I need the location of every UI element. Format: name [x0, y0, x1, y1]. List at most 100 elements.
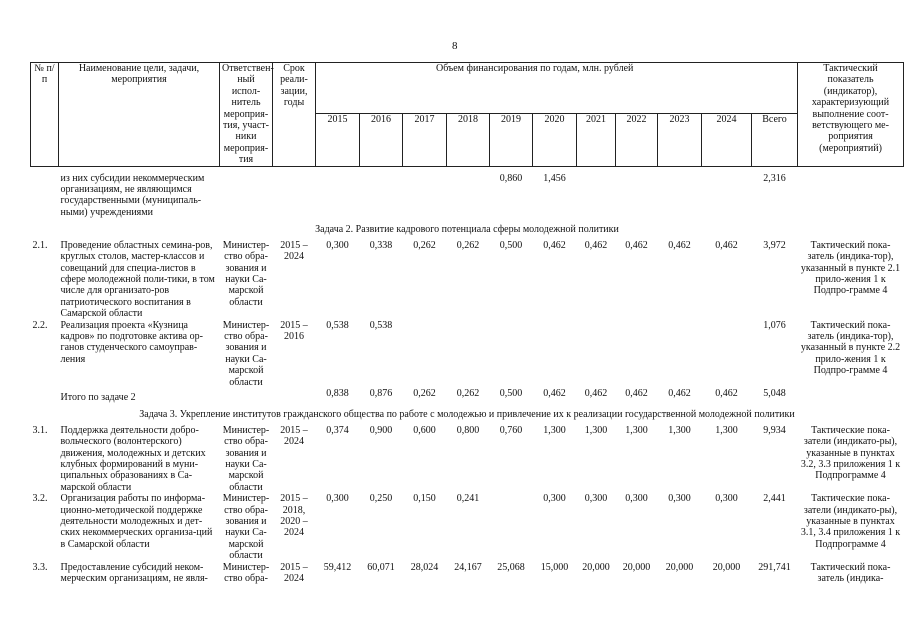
row-value: 0,500	[499, 239, 523, 251]
row-responsible	[220, 388, 273, 403]
table-row: из них субсидии некоммерческим организац…	[31, 166, 904, 218]
row-value: 20,000	[582, 561, 610, 573]
row-value: 0,300	[625, 493, 648, 505]
row-value: 20,000	[622, 561, 651, 573]
row-value	[616, 166, 658, 218]
row-value: 0,900	[369, 424, 393, 436]
row-number: 3.3.	[32, 561, 48, 573]
header-indicator: Тактический показатель (индикатор), хара…	[797, 62, 905, 167]
row-total: 5,048	[763, 387, 786, 399]
row-value: 0,860	[499, 172, 523, 184]
row-indicator	[798, 388, 904, 403]
row-value	[658, 166, 702, 218]
row-name: Проведение областных семина-ров, круглых…	[60, 239, 215, 320]
row-value: 60,071	[367, 561, 395, 573]
row-value: 0,462	[715, 239, 738, 251]
table-row: 2.1. Проведение областных семина-ров, кру…	[31, 240, 904, 320]
row-term	[273, 166, 316, 218]
row-indicator	[798, 166, 904, 218]
row-term	[273, 388, 316, 403]
header-year: 2021	[576, 113, 616, 167]
table-row: 3.2. Организация работы по информа-ционно…	[31, 493, 904, 561]
row-term: 2015 – 2024	[280, 561, 308, 585]
row-value: 0,462	[584, 239, 608, 251]
row-value: 0,838	[326, 387, 349, 399]
row-indicator: Тактический пока-затель (индика-тор), ук…	[800, 239, 901, 297]
row-value	[616, 320, 658, 388]
row-total: 2,316	[763, 172, 786, 184]
row-number	[31, 388, 59, 403]
row-value: 0,338	[369, 239, 393, 251]
row-number: 2.1.	[32, 239, 48, 251]
row-value	[403, 320, 447, 388]
table-body: из них субсидии некоммерческим организац…	[31, 166, 904, 584]
row-value: 0,262	[413, 387, 436, 399]
row-term: 2015 – 2016	[280, 319, 308, 342]
row-responsible	[220, 166, 273, 218]
row-name: из них субсидии некоммерческим организац…	[60, 172, 205, 218]
row-value	[490, 493, 533, 561]
row-name: Организация работы по информа-ционно-мет…	[60, 493, 213, 550]
row-responsible: Министер-ство обра-зования и науки Са-ма…	[222, 239, 270, 308]
row-value: 0,300	[543, 493, 566, 505]
row-indicator: Тактический пока-затель (индика-	[810, 561, 891, 585]
row-total: 291,741	[758, 561, 791, 573]
row-value: 1,300	[543, 424, 566, 436]
row-value: 0,462	[668, 239, 691, 251]
row-value	[577, 166, 616, 218]
row-value	[702, 320, 752, 388]
row-total: 9,934	[763, 424, 786, 436]
row-indicator: Тактические пока-затели (индикато-ры), у…	[800, 493, 901, 550]
row-value: 0,262	[456, 387, 480, 399]
header-year: Всего	[750, 113, 799, 167]
row-value: 0,538	[369, 319, 393, 331]
row-number: 2.2.	[32, 319, 48, 331]
row-value	[658, 320, 702, 388]
row-value: 1,456	[543, 172, 566, 184]
row-value: 0,462	[668, 387, 691, 399]
row-value: 0,600	[413, 424, 436, 436]
row-value: 0,300	[584, 493, 608, 505]
row-value: 25,068	[497, 561, 525, 573]
header-year: 2018	[446, 113, 490, 167]
row-value: 15,000	[540, 561, 569, 573]
row-value	[702, 166, 752, 218]
header-year: 2019	[489, 113, 533, 167]
row-total: 3,972	[763, 239, 786, 251]
row-value: 0,500	[499, 387, 523, 399]
row-value	[447, 320, 490, 388]
header-year: 2015	[315, 113, 360, 167]
row-responsible: Министер-ство обра-зования и науки Са-ма…	[222, 493, 270, 562]
row-value: 0,538	[326, 319, 349, 331]
row-name: Итого по задаче 2	[60, 391, 136, 403]
row-value: 0,300	[715, 493, 738, 505]
row-indicator: Тактический пока-затель (индика-тор), ук…	[800, 319, 901, 377]
row-value	[403, 166, 447, 218]
task-heading-row: Задача 2. Развитие кадрового потенциала …	[31, 218, 904, 239]
row-value	[577, 320, 616, 388]
task-title: Задача 2. Развитие кадрового потенциала …	[315, 224, 619, 236]
row-number: 3.1.	[32, 424, 48, 436]
header-year: 2016	[359, 113, 403, 167]
row-value: 1,300	[584, 424, 608, 436]
row-value: 24,167	[454, 561, 482, 573]
row-term: 2015 – 2024	[280, 424, 308, 448]
row-value	[360, 166, 403, 218]
row-value: 0,300	[326, 239, 349, 251]
row-total: 2,441	[763, 493, 786, 505]
row-value: 0,262	[456, 239, 480, 251]
header-year: 2017	[402, 113, 447, 167]
row-value: 0,300	[326, 493, 349, 505]
row-value: 0,462	[625, 387, 648, 399]
row-value: 0,760	[499, 424, 523, 436]
row-value: 20,000	[665, 561, 694, 573]
row-value: 0,150	[413, 493, 436, 505]
row-value: 59,412	[323, 561, 352, 573]
row-responsible: Министер-ство обра-зования и науки Са-ма…	[222, 319, 270, 388]
task-heading-row: Задача 3. Укрепление институтов гражданс…	[31, 403, 904, 424]
row-total: 1,076	[763, 319, 786, 331]
row-value: 0,241	[456, 493, 480, 505]
header-year: 2023	[657, 113, 702, 167]
row-value: 0,462	[625, 239, 648, 251]
row-number	[31, 166, 59, 218]
